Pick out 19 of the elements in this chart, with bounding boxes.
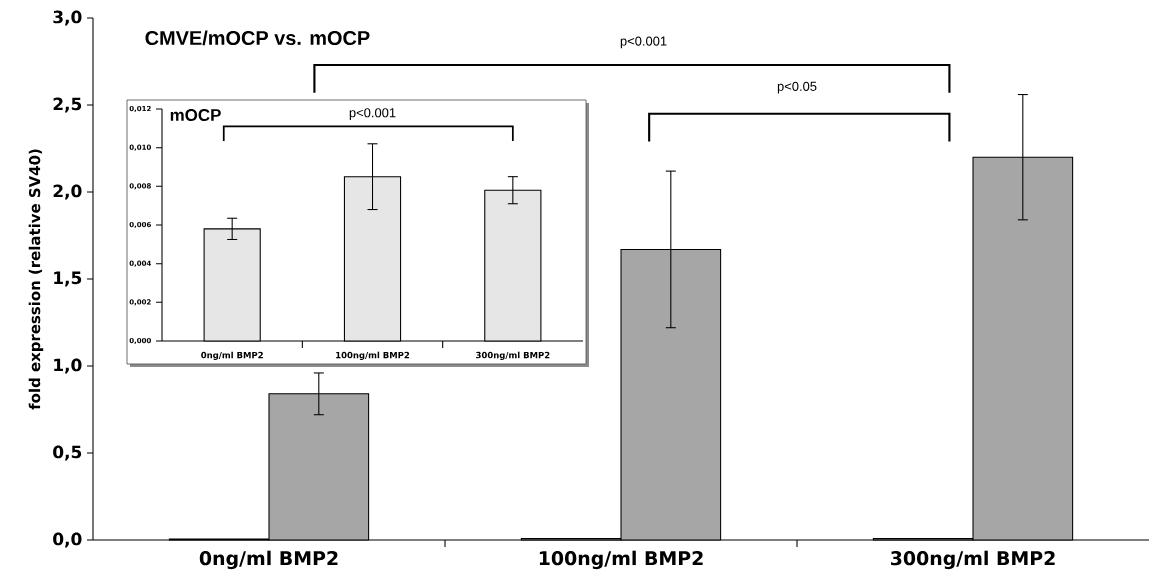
chart-title: mOCP <box>170 109 221 122</box>
annotation: p<0.001 <box>349 108 396 120</box>
x-tick-label: 0ng/ml BMP2 <box>199 550 338 570</box>
y-tick-label: 2,5 <box>53 97 82 113</box>
chart-title: CMVE/mOCP vs. mOCP <box>145 30 370 46</box>
x-tick-label: 100ng/ml BMP2 <box>336 351 410 360</box>
y-tick-label: 3,0 <box>53 10 82 26</box>
x-tick-label: 0ng/ml BMP2 <box>201 351 263 360</box>
annotation: p<0.05 <box>777 81 817 94</box>
y-tick-label: 1,5 <box>54 271 82 287</box>
annotation: p<0.001 <box>620 36 667 49</box>
y-tick-label: 2,0 <box>53 184 82 200</box>
y-tick-label: 1,0 <box>54 358 82 374</box>
y-tick-label: 0,5 <box>53 445 82 461</box>
y-axis-title: fold expression (relative SV40) <box>28 149 44 410</box>
y-tick-label: 0,0 <box>53 532 82 548</box>
x-tick-label: 300ng/ml BMP2 <box>476 351 550 360</box>
x-tick-label: 300ng/ml BMP2 <box>891 550 1055 570</box>
x-tick-label: 100ng/ml BMP2 <box>539 550 703 570</box>
